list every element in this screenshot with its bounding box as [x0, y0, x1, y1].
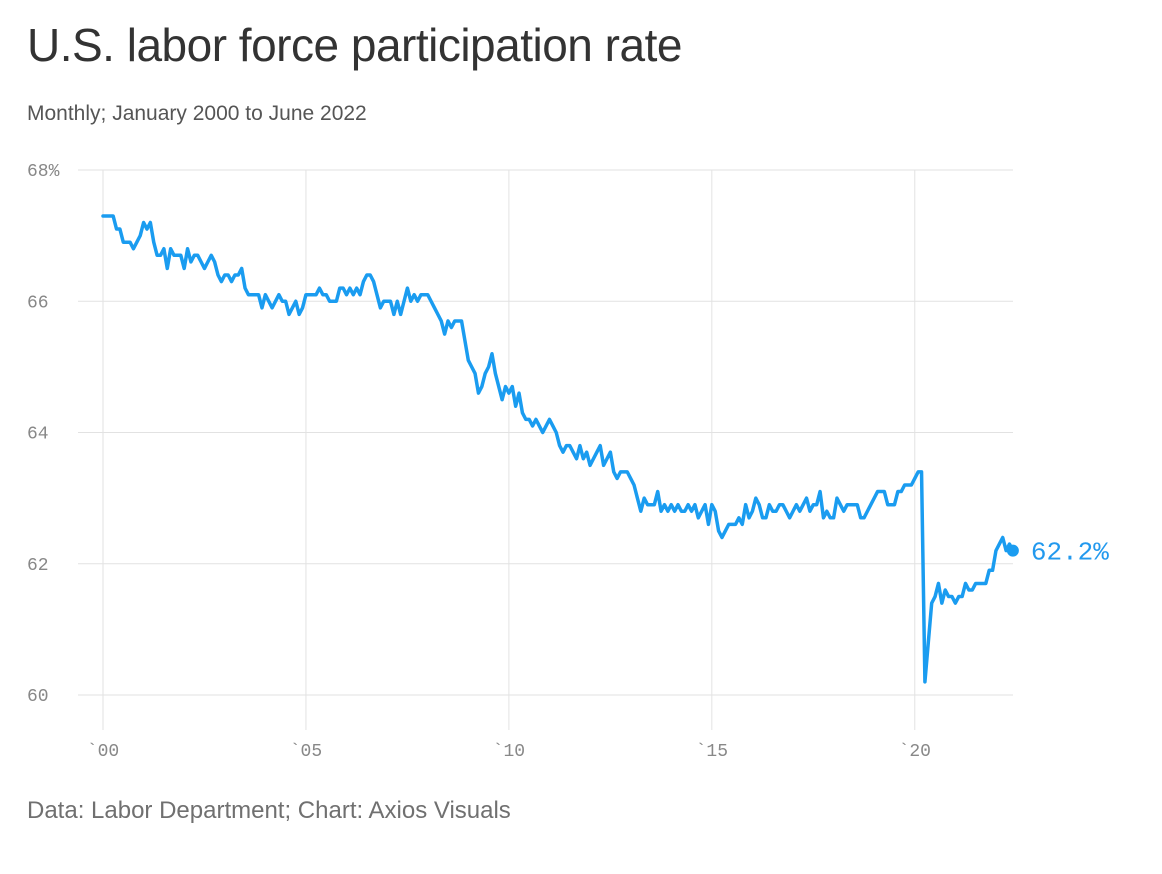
chart-title: U.S. labor force participation rate: [27, 19, 682, 71]
x-tick-label: `05: [290, 742, 322, 762]
x-tick-label: `00: [87, 742, 119, 762]
y-tick-label: 68%: [27, 162, 60, 182]
chart-subtitle: Monthly; January 2000 to June 2022: [27, 102, 367, 125]
end-point-marker: [1006, 544, 1019, 557]
y-gridlines: [78, 169, 1013, 696]
x-tick-label: `20: [899, 742, 931, 762]
x-gridlines: [102, 170, 916, 730]
participation-rate-line: [101, 214, 1015, 684]
y-tick-label: 64: [27, 425, 49, 445]
source-note: Data: Labor Department; Chart: Axios Vis…: [27, 797, 511, 824]
y-tick-label: 60: [27, 687, 49, 707]
y-tick-label: 62: [27, 556, 49, 576]
x-tick-label: `15: [696, 742, 728, 762]
x-tick-labels: `00 `05 `10 `15 `20: [87, 742, 931, 762]
y-tick-labels: 68% 66 64 62 60: [27, 162, 60, 707]
x-tick-label: `10: [493, 742, 525, 762]
end-value-label: 62.2%: [1031, 538, 1109, 568]
y-tick-label: 66: [27, 293, 49, 313]
